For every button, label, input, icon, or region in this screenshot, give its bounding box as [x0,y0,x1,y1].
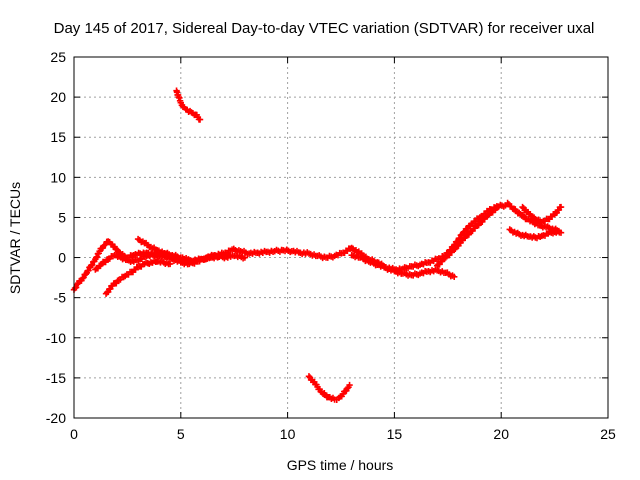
x-tick-label: 5 [177,426,185,442]
series-track-e [348,251,458,281]
y-tick-label: -5 [54,290,67,306]
series-track-j [173,87,204,123]
series-track-k [305,373,353,403]
x-tick-label: 20 [493,426,509,442]
x-axis-label: GPS time / hours [287,457,394,473]
series-track-f [433,204,501,269]
y-tick-label: 20 [50,89,66,105]
series-track-i [519,203,565,226]
x-tick-label: 15 [387,426,403,442]
data-point [85,267,92,274]
data-point [483,212,491,220]
data-point [557,203,565,211]
data-point [441,255,448,262]
y-tick-label: -20 [46,410,66,426]
data-point [493,204,501,212]
data-point [346,381,353,389]
data-point [93,253,101,261]
y-axis-label: SDTVAR / TECUs [7,182,23,294]
series-track-c [102,257,174,297]
y-tick-label: -10 [46,330,66,346]
y-tick-label: 25 [50,49,66,65]
data-point [196,116,204,123]
y-tick-label: 5 [58,209,66,225]
data-points [70,87,565,403]
data-point [241,254,249,261]
y-tick-label: -15 [46,370,66,386]
data-point [166,260,174,268]
series-track-d [134,235,231,265]
x-tick-label: 0 [70,426,78,442]
data-point [344,385,351,392]
y-tick-label: 10 [50,169,66,185]
plot-frame [73,56,609,419]
data-point [519,203,526,211]
y-tick-label: 15 [50,129,66,145]
chart-title: Day 145 of 2017, Sidereal Day-to-day VTE… [54,20,595,37]
axis-ticks: 0 5 10 15 20 25 -20 -15 -10 -5 0 5 10 15 20 25 [46,49,616,442]
data-point [79,275,86,282]
y-tick-label: 0 [58,250,66,266]
data-point [557,229,565,236]
data-point [224,254,231,261]
data-point [504,199,511,207]
x-tick-label: 25 [600,426,616,442]
data-point [113,246,120,253]
grid-lines [74,57,608,418]
series-track-a [70,201,509,293]
data-point [88,261,96,269]
data-point [451,273,458,281]
series-track-h [506,226,565,242]
data-point [74,281,81,288]
x-tick-label: 10 [280,426,296,442]
